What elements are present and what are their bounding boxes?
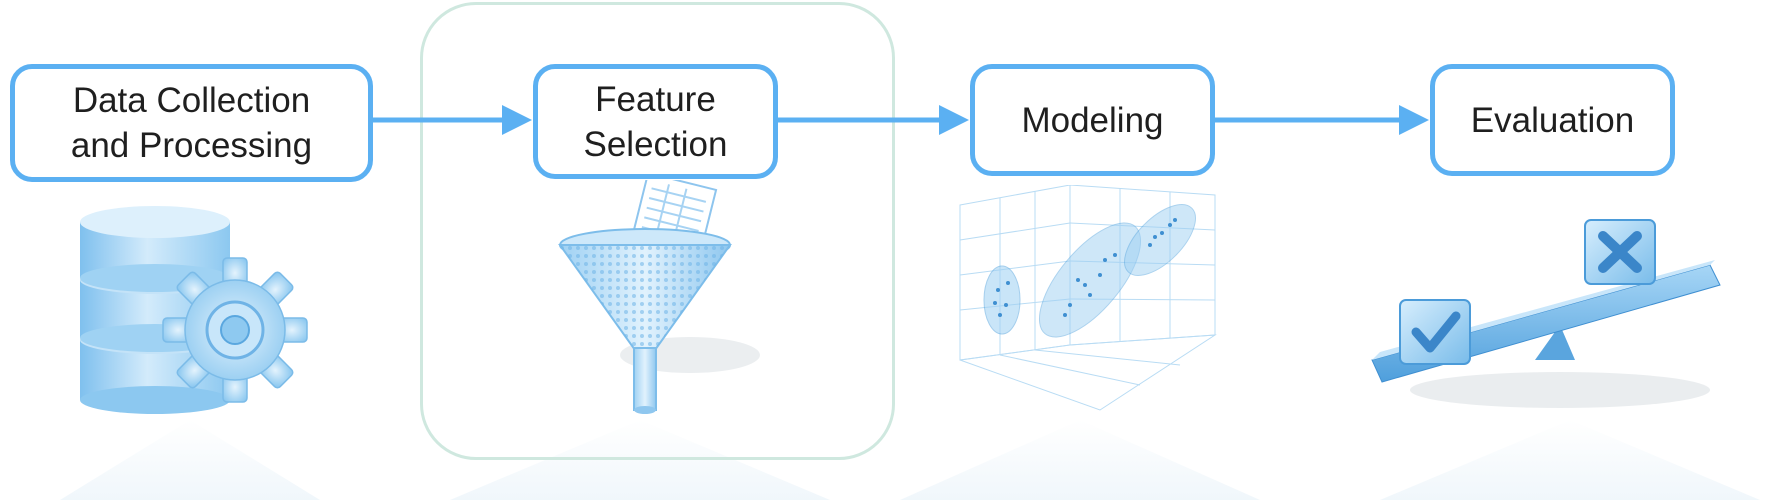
database-gear-icon [80, 206, 308, 414]
step-label: Feature Selection [583, 79, 728, 164]
step-label: Evaluation [1470, 100, 1635, 140]
3d-scatter-plot-icon [959, 185, 1217, 411]
step-label: Modeling [1021, 100, 1164, 140]
funnel-filter-icon [558, 180, 760, 414]
step-feature-selection: Feature Selection [533, 64, 778, 179]
arrow-collection-to-feature [373, 105, 532, 135]
step-data-collection: Data Collection and Processing [10, 64, 373, 182]
balance-seesaw-check-cross-icon [1371, 219, 1721, 408]
step-label: Data Collection and Processing [70, 81, 313, 165]
arrow-modeling-to-evaluation [1215, 105, 1429, 135]
step-modeling: Modeling [970, 64, 1215, 176]
feature-selection-highlight-frame [420, 2, 895, 460]
arrow-feature-to-modeling [778, 105, 969, 135]
step-evaluation: Evaluation [1430, 64, 1675, 176]
